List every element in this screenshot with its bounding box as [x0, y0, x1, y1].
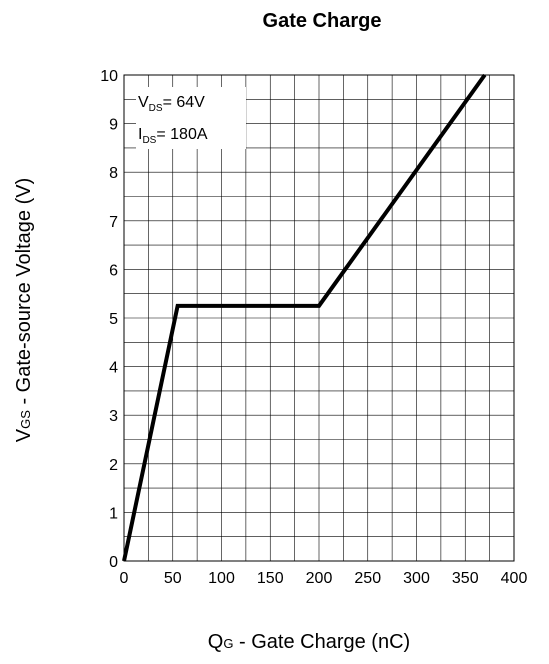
x-tick-label: 50 — [164, 570, 182, 587]
series-layer — [122, 73, 487, 562]
chart-title: Gate Charge — [263, 10, 382, 32]
annotation-background — [136, 87, 246, 149]
y-tick-label: 7 — [109, 214, 118, 231]
y-tick-label: 8 — [109, 165, 118, 182]
y-tick-label: 10 — [100, 68, 118, 85]
x-tick-label: 0 — [120, 570, 129, 587]
y-tick-label: 2 — [109, 457, 118, 474]
tick-labels: 0 50 100 150 200 250 300 350 400 0 1 2 3 4 5 6 7 8 9 10 — [100, 68, 527, 587]
x-tick-label: 350 — [452, 570, 479, 587]
y-tick-label: 6 — [109, 262, 118, 279]
x-tick-label: 100 — [208, 570, 235, 587]
grid — [124, 75, 514, 561]
y-tick-label: 3 — [109, 408, 118, 425]
y-tick-label: 0 — [109, 554, 118, 571]
series-line — [122, 73, 487, 562]
y-tick-label: 9 — [109, 117, 118, 134]
y-tick-label: 1 — [109, 505, 118, 522]
y-tick-label: 4 — [109, 360, 118, 377]
x-tick-label: 200 — [306, 570, 333, 587]
x-tick-label: 300 — [403, 570, 430, 587]
x-tick-label: 250 — [354, 570, 381, 587]
annotation-ids: IDS= 180A — [138, 126, 208, 146]
y-axis-label: VGS - Gate-source Voltage (V) — [13, 178, 35, 442]
plot-frame — [123, 74, 515, 562]
annotation-vds: VDS= 64V — [138, 94, 205, 114]
x-axis-label: QG - Gate Charge (nC) — [208, 631, 410, 653]
x-tick-label: 400 — [501, 570, 528, 587]
y-tick-label: 5 — [109, 311, 118, 328]
x-tick-label: 150 — [257, 570, 284, 587]
